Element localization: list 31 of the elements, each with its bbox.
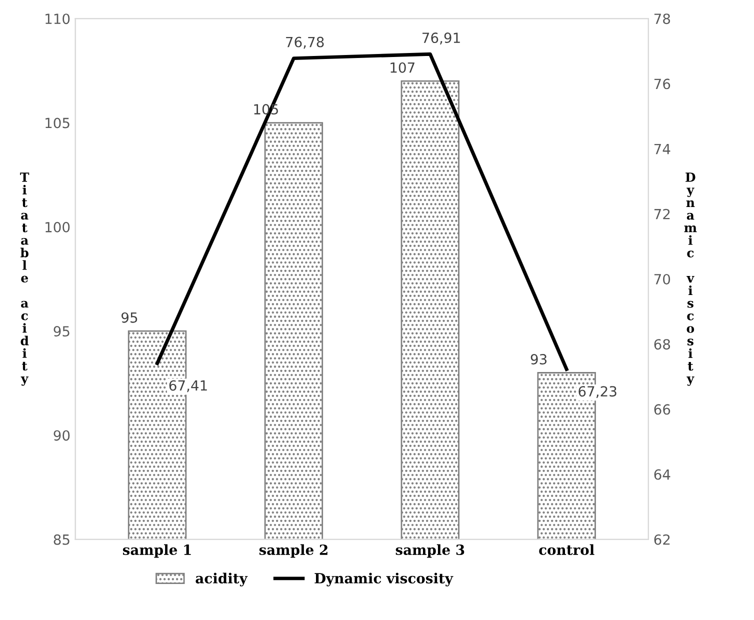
- text: Dynamic viscosity: [684, 172, 697, 386]
- data-label: 107: [390, 62, 414, 73]
- x-tick-label: sample 3: [396, 544, 464, 558]
- y2-tick-label: 74: [654, 144, 670, 154]
- y2-tick-label: 62: [654, 534, 670, 545]
- data-label: 76,78: [286, 36, 324, 49]
- data-label: 95: [122, 312, 138, 323]
- y-tick-label: 85: [54, 534, 70, 545]
- y2-tick-label: 72: [654, 208, 670, 220]
- text: Titatable acidity: [20, 172, 30, 386]
- data-label: 67,23: [578, 386, 616, 398]
- data-label: 76,91: [422, 32, 460, 44]
- line-series: [156, 52, 568, 371]
- x-tick-label: control: [539, 544, 594, 556]
- y2-tick-label: 76: [654, 78, 670, 90]
- y2-tick-label: 66: [654, 404, 670, 415]
- y-tick-label: 105: [46, 118, 70, 128]
- y-tick-label: 110: [46, 14, 70, 24]
- legend-label: Dynamic viscosity: [314, 572, 454, 586]
- y2-tick-label: 70: [654, 274, 670, 284]
- x-tick-label: sample 2: [259, 544, 328, 558]
- y2-tick-label: 64: [654, 469, 670, 480]
- x-tick-label: sample 1: [122, 544, 191, 558]
- legend-label: acidity: [196, 572, 248, 586]
- y-tick-label: 95: [54, 326, 70, 337]
- y-tick-label: 100: [46, 222, 70, 232]
- data-label: 67,41: [169, 380, 207, 392]
- y-tick-label: 90: [54, 430, 70, 441]
- y2-tick-label: 68: [654, 339, 670, 350]
- data-label: 93: [530, 354, 547, 364]
- y2-tick-label: 78: [654, 14, 670, 24]
